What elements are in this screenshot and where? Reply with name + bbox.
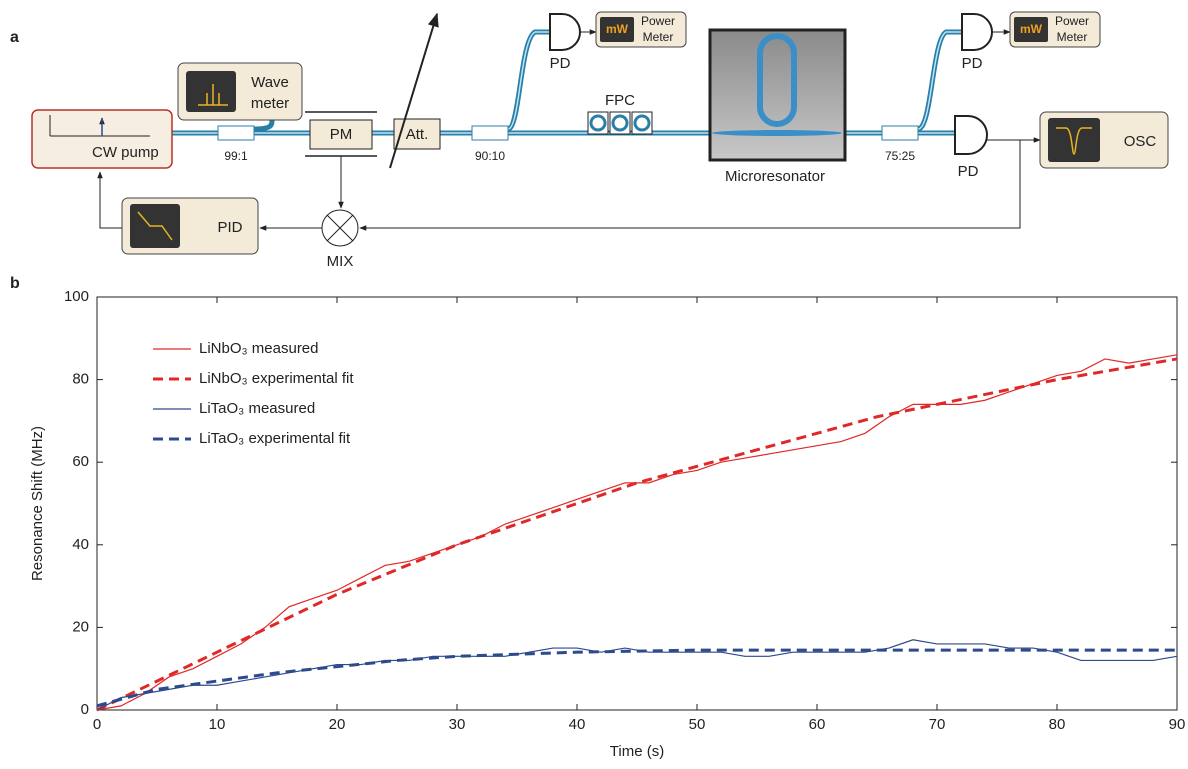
power-meter-label: Meter bbox=[643, 30, 674, 44]
pd-label: PD bbox=[958, 163, 979, 180]
y-tick-label: 100 bbox=[64, 288, 89, 305]
coupler bbox=[881, 125, 919, 141]
legend-label: LiTaO₃ measured bbox=[199, 400, 315, 417]
pd-label: PD bbox=[550, 55, 571, 72]
x-tick-label: 90 bbox=[1169, 716, 1186, 733]
legend-label: LiTaO₃ experimental fit bbox=[199, 430, 351, 447]
legend-label: LiNbO₃ measured bbox=[199, 340, 319, 357]
y-tick-label: 60 bbox=[72, 453, 89, 470]
legend-label: LiNbO₃ experimental fit bbox=[199, 370, 354, 387]
pd bbox=[549, 13, 581, 51]
x-tick-label: 50 bbox=[689, 716, 706, 733]
series-line bbox=[96, 648, 1177, 708]
att-box bbox=[393, 118, 441, 150]
pd bbox=[961, 13, 993, 51]
x-tick-label: 60 bbox=[809, 716, 826, 733]
pm-box bbox=[309, 119, 373, 150]
pm-label: PM bbox=[330, 126, 353, 143]
panel-label: a bbox=[10, 29, 19, 46]
panel-label: b bbox=[10, 275, 20, 292]
microresonator-label: Microresonator bbox=[725, 168, 825, 185]
y-tick-label: 20 bbox=[72, 618, 89, 635]
x-tick-label: 0 bbox=[93, 716, 101, 733]
y-axis-label: Resonance Shift (MHz) bbox=[29, 426, 46, 581]
mix-label: MIX bbox=[327, 253, 354, 270]
microresonator-box bbox=[708, 28, 847, 162]
cw-pump-box bbox=[31, 109, 173, 169]
wavemeter-label: meter bbox=[251, 95, 289, 112]
coupler-label: 90:10 bbox=[475, 149, 505, 163]
x-tick-label: 30 bbox=[449, 716, 466, 733]
coupler-label: 99:1 bbox=[224, 149, 248, 163]
series-line bbox=[96, 354, 1178, 711]
x-tick-label: 10 bbox=[209, 716, 226, 733]
coupler bbox=[217, 125, 255, 141]
y-tick-label: 80 bbox=[72, 371, 89, 388]
cw-pump-label: CW pump bbox=[92, 144, 159, 161]
osc-label: OSC bbox=[1124, 133, 1157, 150]
chart: b 0 10 20 30 40 50 60 70 80 90 0 20 40 60 80 100 Time (s… bbox=[10, 275, 1185, 760]
pd-label: PD bbox=[962, 55, 983, 72]
coupler-label: 75:25 bbox=[885, 149, 915, 163]
series-line bbox=[96, 357, 1178, 712]
x-tick-label: 20 bbox=[329, 716, 346, 733]
x-axis-label: Time (s) bbox=[610, 743, 664, 760]
power-meter-unit: mW bbox=[606, 22, 629, 36]
x-tick-label: 70 bbox=[929, 716, 946, 733]
plot-frame bbox=[96, 296, 1178, 711]
pd bbox=[954, 115, 988, 155]
wavemeter-label: Wave bbox=[251, 74, 289, 91]
power-meter-label: Power bbox=[641, 14, 675, 28]
pid-label: PID bbox=[217, 219, 242, 236]
coupler bbox=[471, 125, 509, 141]
fpc-label: FPC bbox=[605, 92, 635, 109]
diagram: a CW pump Wave meter 99:1 PM Att. 90:10 … bbox=[10, 11, 1169, 270]
x-tick-label: 40 bbox=[569, 716, 586, 733]
x-tick-label: 80 bbox=[1049, 716, 1066, 733]
y-tick-label: 0 bbox=[81, 701, 89, 718]
power-meter-label: Meter bbox=[1057, 30, 1088, 44]
y-tick-label: 40 bbox=[72, 536, 89, 553]
att-label: Att. bbox=[406, 126, 429, 143]
fpc bbox=[587, 111, 653, 135]
power-meter-label: Power bbox=[1055, 14, 1089, 28]
power-meter-unit: mW bbox=[1020, 22, 1043, 36]
